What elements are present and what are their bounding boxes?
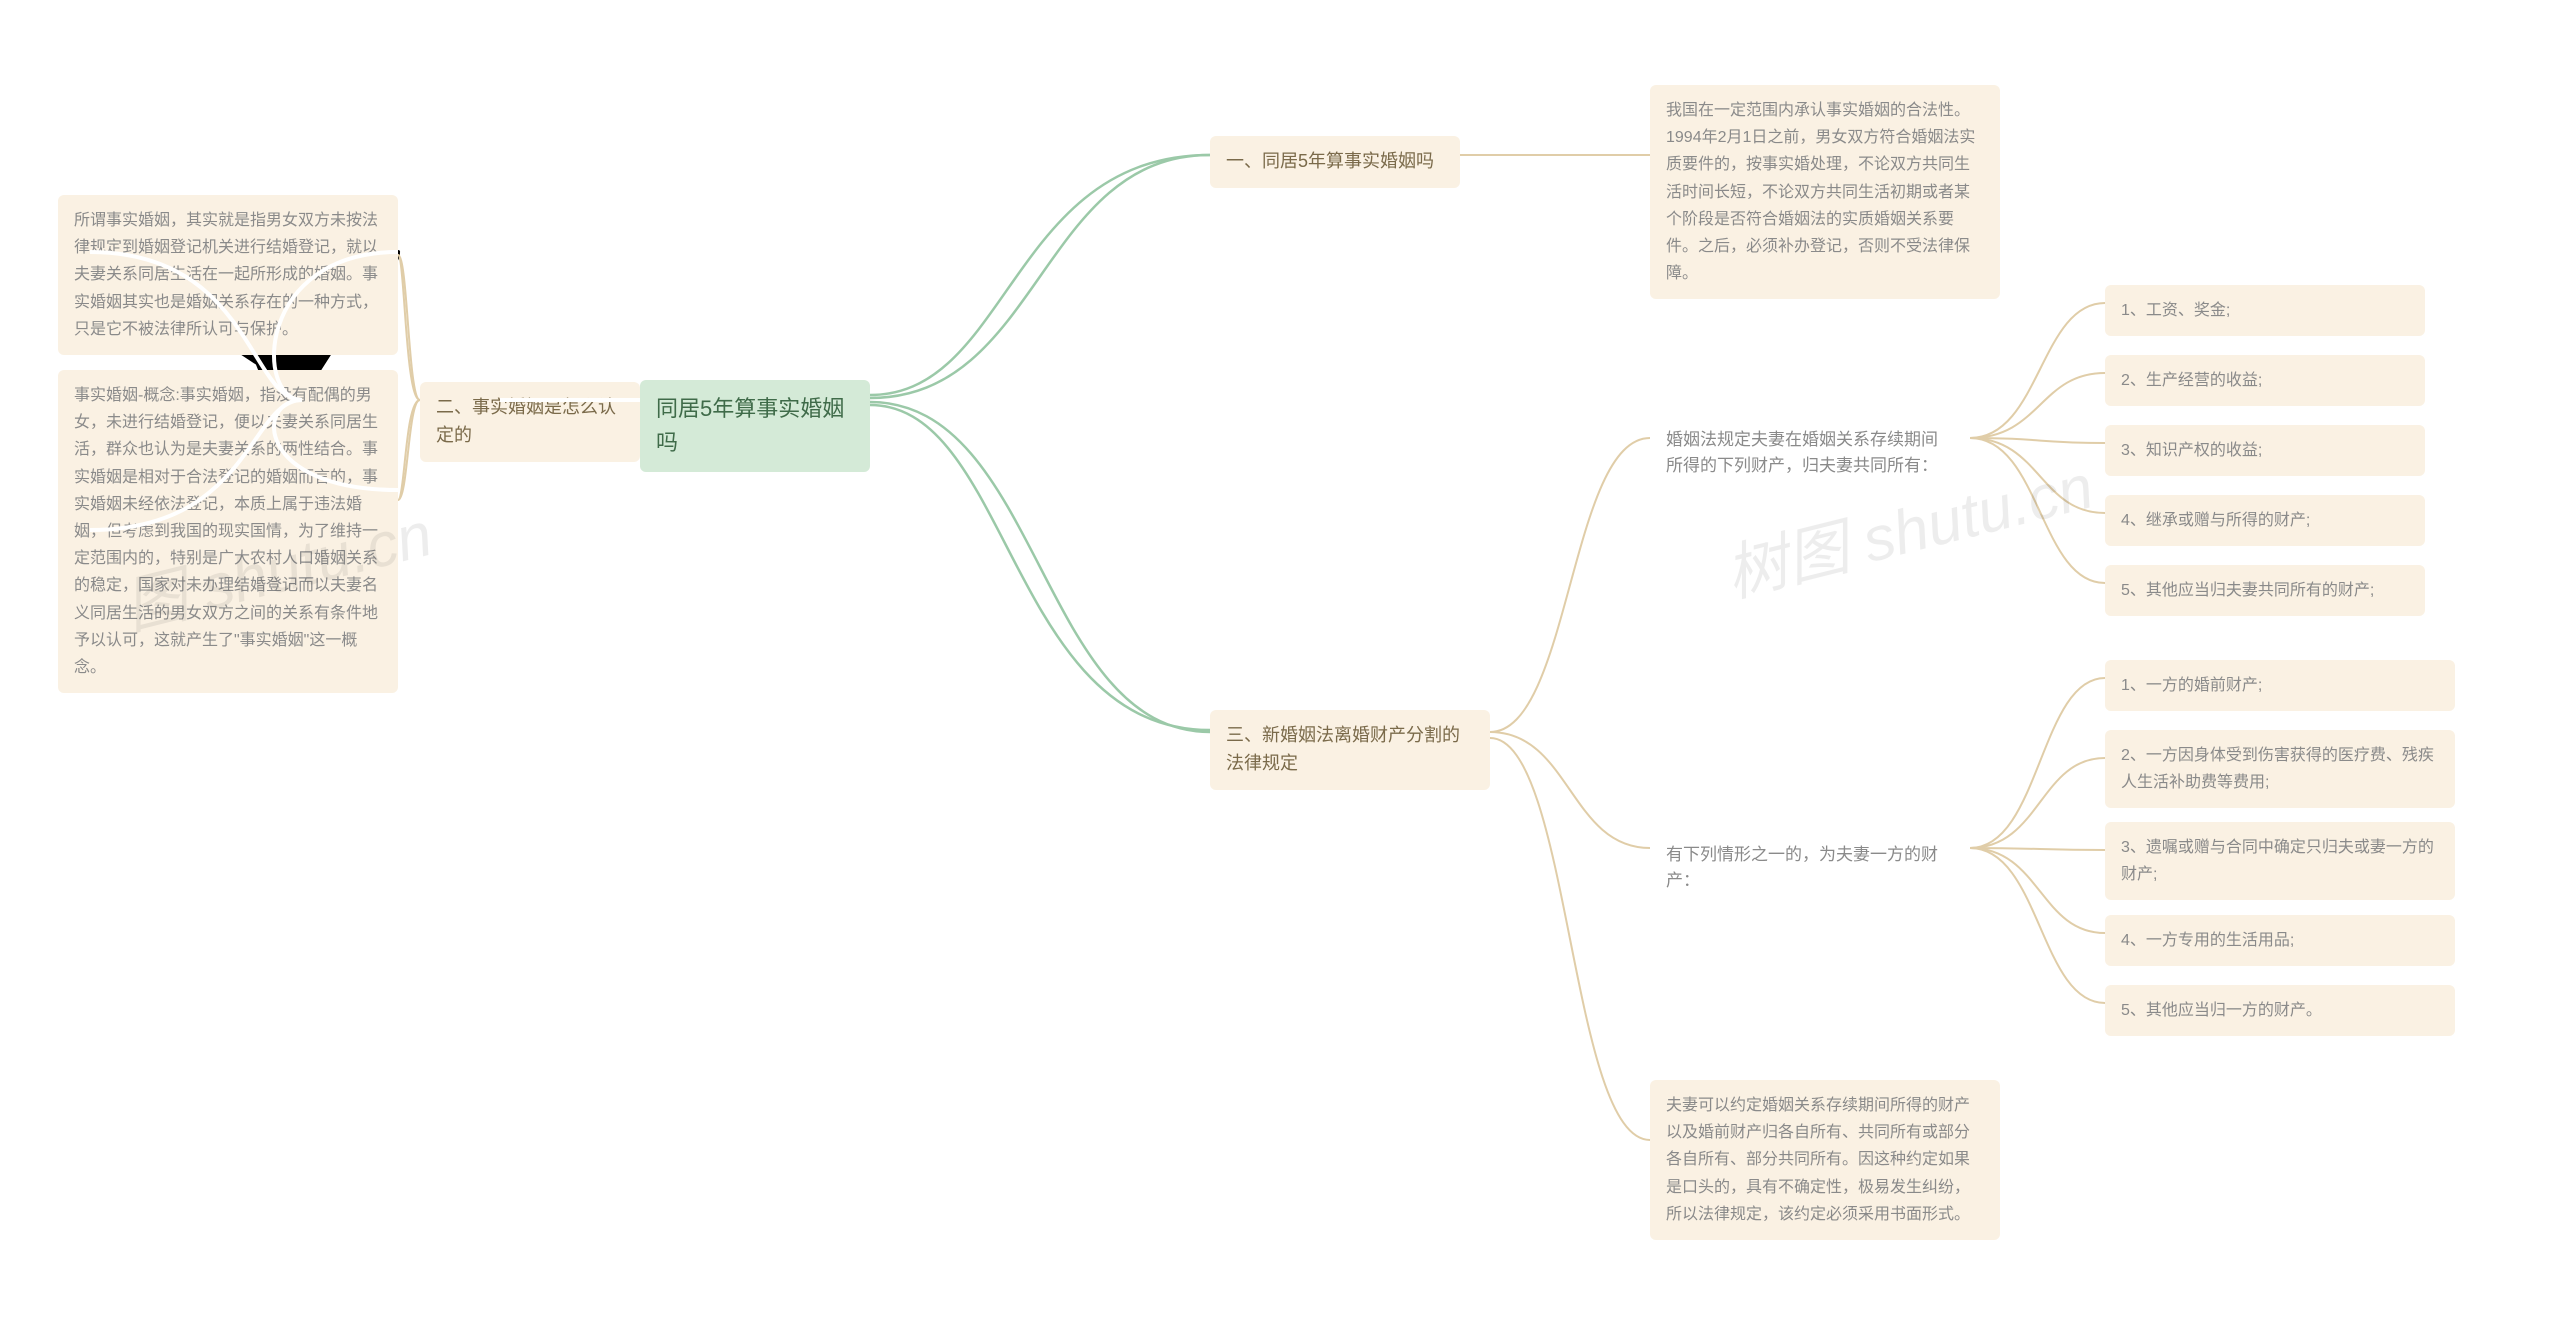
sub1-item-1: 2、生产经营的收益; — [2105, 355, 2425, 406]
branch-2-label: 二、事实婚姻是怎么认定的 — [436, 397, 616, 445]
branch-1-desc-text: 我国在一定范围内承认事实婚姻的合法性。1994年2月1日之前，男女双方符合婚姻法… — [1666, 102, 1975, 282]
sub2-item-2: 3、遗嘱或赠与合同中确定只归夫或妻一方的财产; — [2105, 822, 2455, 900]
branch-3-desc3-text: 夫妻可以约定婚姻关系存续期间所得的财产以及婚前财产归各自所有、共同所有或部分各自… — [1666, 1097, 1970, 1223]
root-label: 同居5年算事实婚姻吗 — [656, 396, 844, 455]
branch-2-desc1-text: 所谓事实婚姻，其实就是指男女双方未按法律规定到婚姻登记机关进行结婚登记，就以夫妻… — [74, 212, 378, 338]
branch-1-desc: 我国在一定范围内承认事实婚姻的合法性。1994年2月1日之前，男女双方符合婚姻法… — [1650, 85, 2000, 299]
branch-2-desc2-text: 事实婚姻-概念:事实婚姻，指没有配偶的男女，未进行结婚登记，便以夫妻关系同居生活… — [74, 387, 378, 676]
branch-3-label: 三、新婚姻法离婚财产分割的法律规定 — [1226, 725, 1460, 773]
sub1-item-4: 5、其他应当归夫妻共同所有的财产; — [2105, 565, 2425, 616]
sub2-item-0: 1、一方的婚前财产; — [2105, 660, 2455, 711]
branch-3: 三、新婚姻法离婚财产分割的法律规定 — [1210, 710, 1490, 790]
root-node: 同居5年算事实婚姻吗 — [640, 380, 870, 472]
sub2-item-4: 5、其他应当归一方的财产。 — [2105, 985, 2455, 1036]
sub2-item-3: 4、一方专用的生活用品; — [2105, 915, 2455, 966]
sub1-item-2: 3、知识产权的收益; — [2105, 425, 2425, 476]
sub2-item-1: 2、一方因身体受到伤害获得的医疗费、残疾人生活补助费等费用; — [2105, 730, 2455, 808]
branch-3-sub1: 婚姻法规定夫妻在婚姻关系存续期间所得的下列财产，归夫妻共同所有： — [1650, 415, 1970, 492]
branch-2-desc2: 事实婚姻-概念:事实婚姻，指没有配偶的男女，未进行结婚登记，便以夫妻关系同居生活… — [58, 370, 398, 693]
branch-1-label: 一、同居5年算事实婚姻吗 — [1226, 151, 1434, 171]
branch-1: 一、同居5年算事实婚姻吗 — [1210, 136, 1460, 188]
sub1-item-3: 4、继承或赠与所得的财产; — [2105, 495, 2425, 546]
branch-3-sub2-label: 有下列情形之一的，为夫妻一方的财产： — [1666, 845, 1938, 890]
branch-2-desc1: 所谓事实婚姻，其实就是指男女双方未按法律规定到婚姻登记机关进行结婚登记，就以夫妻… — [58, 195, 398, 355]
branch-3-desc3: 夫妻可以约定婚姻关系存续期间所得的财产以及婚前财产归各自所有、共同所有或部分各自… — [1650, 1080, 2000, 1240]
sub1-item-0: 1、工资、奖金; — [2105, 285, 2425, 336]
branch-3-sub2: 有下列情形之一的，为夫妻一方的财产： — [1650, 830, 1970, 907]
branch-3-sub1-label: 婚姻法规定夫妻在婚姻关系存续期间所得的下列财产，归夫妻共同所有： — [1666, 430, 1938, 475]
branch-2: 二、事实婚姻是怎么认定的 — [420, 382, 640, 462]
